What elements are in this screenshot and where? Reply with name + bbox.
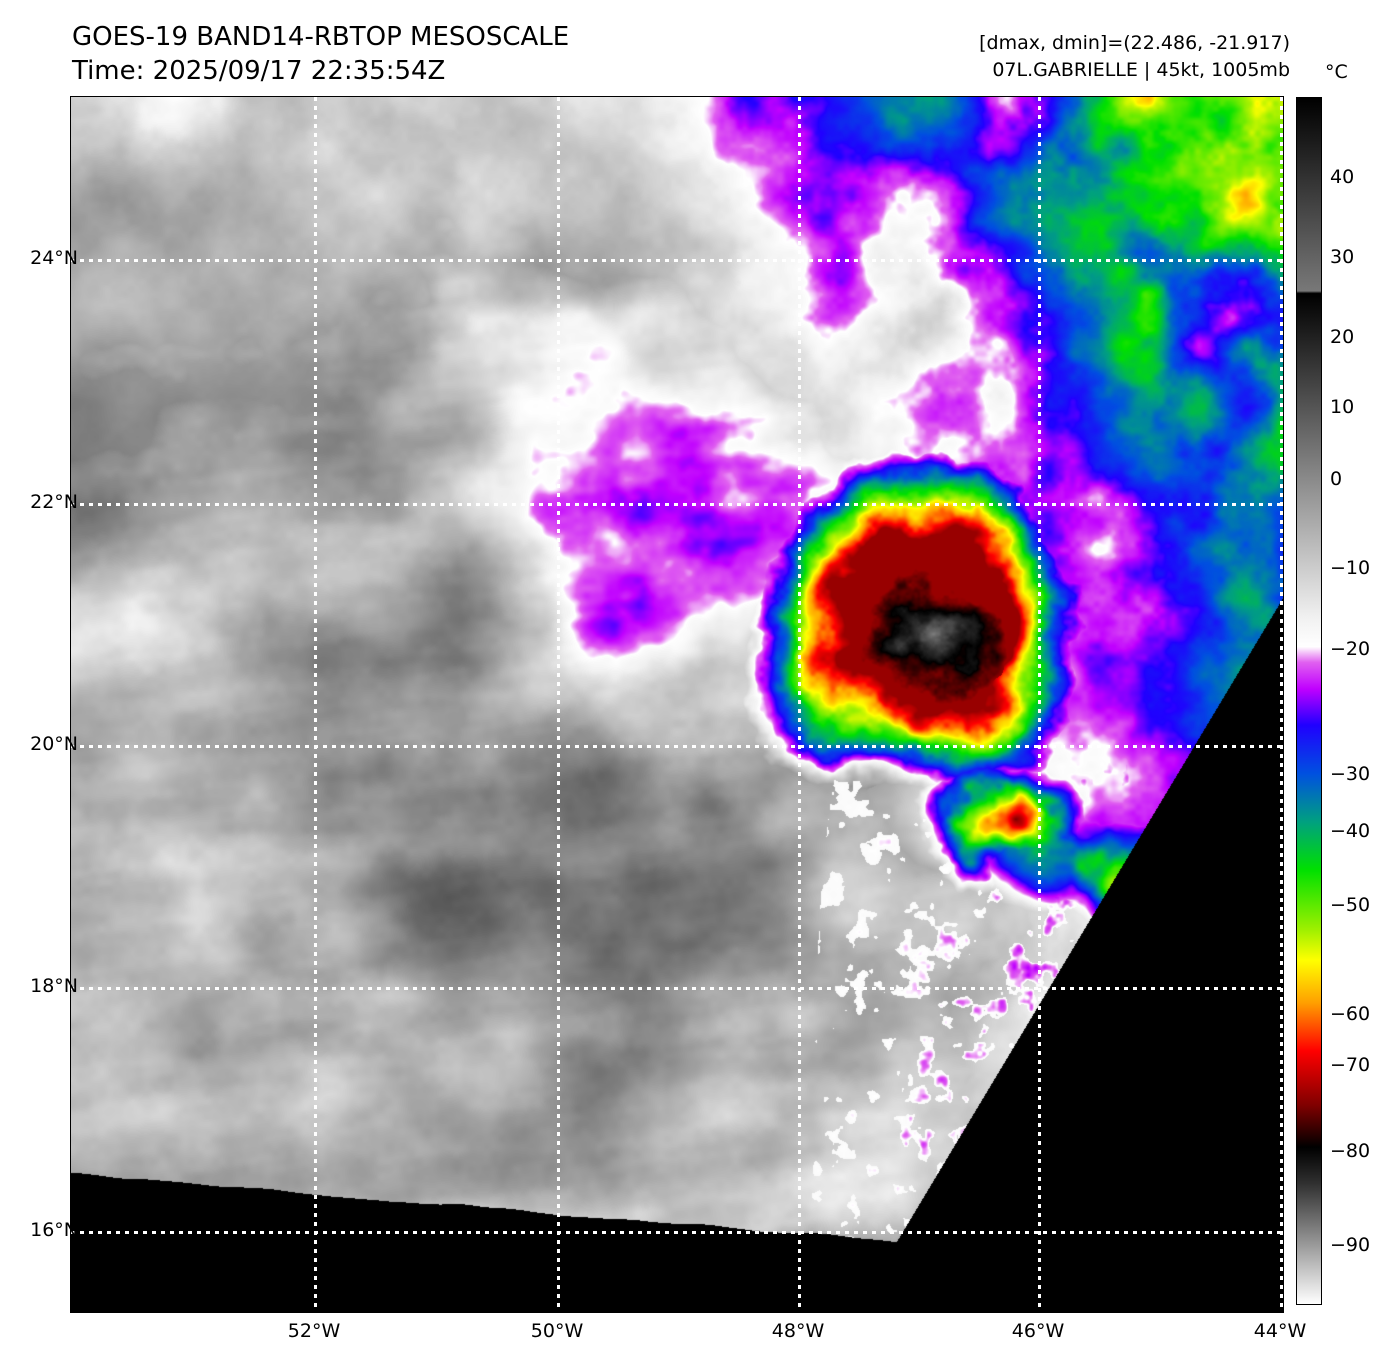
lat-tick-label-4: 16°N	[30, 1219, 78, 1241]
colorbar[interactable]	[1296, 97, 1322, 1305]
lat-tick-label-3: 18°N	[30, 975, 78, 997]
timestamp-label: Time: 2025/09/17 22:35:54Z	[72, 56, 446, 86]
lon-tick-label-2: 48°W	[771, 1320, 825, 1342]
storm-info-label: 07L.GABRIELLE | 45kt, 1005mb	[992, 59, 1290, 81]
colorbar-tick-9: −50	[1330, 894, 1371, 916]
colorbar-tick-13: −90	[1330, 1234, 1371, 1256]
lat-tick-label-2: 20°N	[30, 733, 78, 755]
data-range-label: [dmax, dmin]=(22.486, -21.917)	[979, 32, 1290, 54]
colorbar-unit-label: °C	[1325, 61, 1348, 83]
colorbar-tick-12: −80	[1330, 1140, 1371, 1162]
page-title: GOES-19 BAND14-RBTOP MESOSCALE	[72, 22, 570, 52]
lon-tick-label-4: 44°W	[1253, 1320, 1307, 1342]
lat-tick-label-0: 24°N	[30, 247, 78, 269]
metadata-block: [dmax, dmin]=(22.486, -21.917) 07L.GABRI…	[979, 30, 1290, 84]
colorbar-tick-0: 40	[1330, 166, 1355, 188]
title-block: GOES-19 BAND14-RBTOP MESOSCALE Time: 202…	[72, 20, 569, 88]
colorbar-tick-7: −30	[1330, 763, 1371, 785]
colorbar-tick-3: 10	[1330, 396, 1355, 418]
colorbar-tick-2: 20	[1330, 326, 1355, 348]
lon-tick-label-0: 52°W	[287, 1320, 341, 1342]
satellite-map[interactable]: Copyright © 2020-2025 Dapiya	[70, 96, 1284, 1313]
colorbar-tick-4: 0	[1330, 468, 1343, 490]
satellite-raster	[71, 97, 1283, 1312]
colorbar-tick-1: 30	[1330, 246, 1355, 268]
colorbar-tick-11: −70	[1330, 1054, 1371, 1076]
colorbar-gradient	[1296, 97, 1322, 1305]
lon-tick-label-1: 50°W	[530, 1320, 584, 1342]
colorbar-tick-6: −20	[1330, 638, 1371, 660]
colorbar-tick-5: −10	[1330, 557, 1371, 579]
colorbar-tick-10: −60	[1330, 1003, 1371, 1025]
colorbar-tick-8: −40	[1330, 820, 1371, 842]
lat-tick-label-1: 22°N	[30, 491, 78, 513]
lon-tick-label-3: 46°W	[1011, 1320, 1065, 1342]
